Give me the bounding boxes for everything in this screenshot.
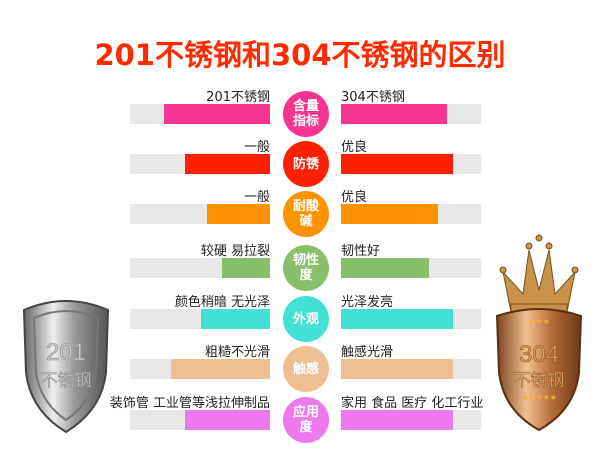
category-label: 外观	[292, 311, 319, 327]
left-bar-fill	[201, 309, 270, 329]
right-bar-fill	[341, 204, 438, 224]
left-bar-fill	[184, 410, 270, 430]
svg-text:★★★: ★★★	[528, 317, 550, 326]
comparison-row: 颜色稍暗 无光泽 光泽发亮 外观	[0, 291, 600, 351]
right-value-label: 优良	[341, 140, 368, 155]
category-label: 含量指标	[292, 99, 319, 129]
silver-shield-201-image: 201 不锈钢	[22, 300, 110, 434]
left-value-label: 一般	[243, 190, 270, 205]
right-bar-track	[341, 104, 481, 124]
right-value-label: 304不锈钢	[341, 90, 405, 105]
right-value-label: 光泽发亮	[341, 295, 394, 310]
right-bar-track	[341, 359, 481, 379]
right-bar-track	[341, 258, 481, 278]
right-bar-track	[341, 154, 481, 174]
category-badge: 应用度	[283, 397, 329, 443]
comparison-row: 一般 优良 耐酸碱	[0, 186, 600, 246]
right-bar-fill	[341, 359, 453, 379]
left-value-label: 颜色稍暗 无光泽	[174, 295, 270, 310]
left-value-label: 装饰管 工业管等浅拉伸制品	[109, 396, 270, 411]
category-badge: 韧性度	[283, 245, 329, 291]
category-label: 韧性度	[292, 253, 319, 283]
comparison-row: 较硬 易拉裂 韧性好 韧性度	[0, 240, 600, 300]
left-bar-track	[130, 204, 270, 224]
category-label: 防锈	[292, 156, 319, 172]
left-bar-fill	[163, 104, 270, 124]
svg-text:★★★★★: ★★★★★	[521, 393, 557, 402]
category-label: 触感	[292, 361, 319, 377]
comparison-row: 粗糙不光滑 触感光滑 触感	[0, 341, 600, 401]
shield-right-text: 不锈钢	[514, 371, 565, 391]
comparison-row: 201不锈钢 304不锈钢 含量指标	[0, 86, 600, 146]
left-bar-fill	[207, 204, 270, 224]
shield-left-text: 不锈钢	[41, 371, 92, 391]
category-label: 应用度	[292, 405, 319, 435]
left-bar-track	[130, 359, 270, 379]
category-badge: 含量指标	[283, 91, 329, 137]
right-value-label: 韧性好	[341, 244, 381, 259]
left-value-label: 201不锈钢	[206, 90, 270, 105]
right-bar-track	[341, 309, 481, 329]
right-value-label: 触感光滑	[341, 345, 394, 360]
left-bar-track	[130, 154, 270, 174]
right-value-label: 家用 食品 医疗 化工行业	[341, 396, 484, 411]
category-badge: 外观	[283, 296, 329, 342]
left-value-label: 粗糙不光滑	[204, 345, 270, 360]
left-bar-track	[130, 104, 270, 124]
right-bar-fill	[341, 309, 453, 329]
category-badge: 耐酸碱	[283, 191, 329, 237]
right-bar-fill	[341, 104, 448, 124]
right-bar-fill	[341, 154, 453, 174]
bronze-shield-304-image: ★★★ 304 不锈钢 ★★★★★	[495, 234, 583, 432]
left-value-label: 较硬 易拉裂	[200, 244, 270, 259]
right-bar-fill	[341, 410, 453, 430]
category-badge: 触感	[283, 346, 329, 392]
right-bar-fill	[341, 258, 430, 278]
right-value-label: 优良	[341, 190, 368, 205]
category-label: 耐酸碱	[292, 199, 319, 229]
comparison-row: 一般 优良 防锈	[0, 136, 600, 196]
shield-left-number: 201	[46, 339, 86, 366]
right-bar-track	[341, 410, 481, 430]
comparison-row: 装饰管 工业管等浅拉伸制品 家用 食品 医疗 化工行业 应用度	[0, 392, 600, 452]
left-bar-track	[130, 410, 270, 430]
left-bar-track	[130, 309, 270, 329]
shield-right-number: 304	[519, 341, 559, 368]
left-bar-fill	[184, 154, 270, 174]
left-value-label: 一般	[243, 140, 270, 155]
left-bar-fill	[170, 359, 270, 379]
right-bar-track	[341, 204, 481, 224]
page-title: 201不锈钢和304不锈钢的区别	[94, 38, 506, 72]
category-badge: 防锈	[283, 141, 329, 187]
left-bar-track	[130, 258, 270, 278]
left-bar-fill	[222, 258, 270, 278]
